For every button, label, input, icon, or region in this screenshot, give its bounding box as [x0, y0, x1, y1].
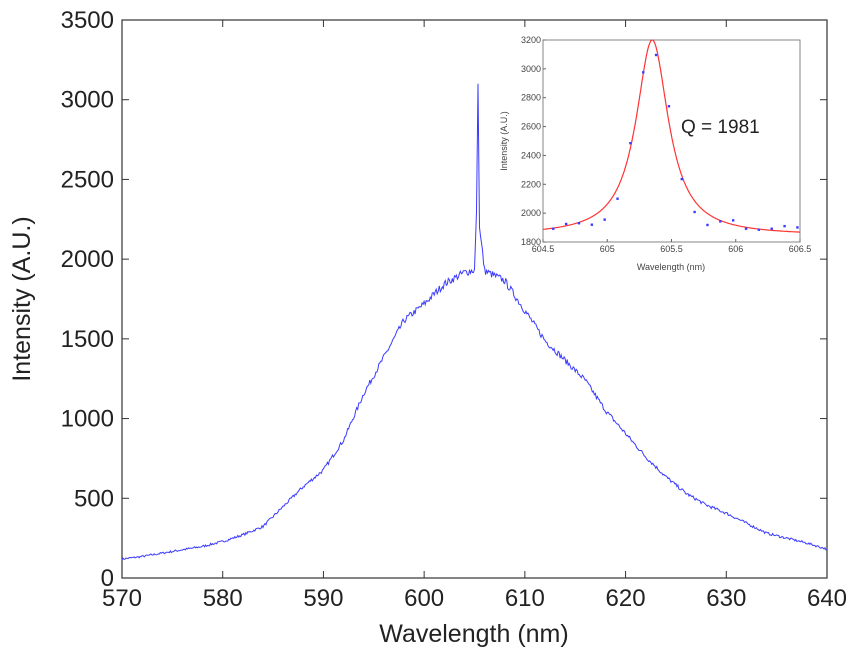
data-point [577, 222, 581, 225]
inset-y-tick-label: 2200 [521, 179, 541, 189]
x-tick-label: 590 [303, 585, 343, 612]
x-axis-label: Wavelength (nm) [379, 620, 568, 648]
data-point [603, 218, 606, 221]
inset-y-tick-label: 3000 [521, 64, 541, 74]
main-plot-area [121, 83, 828, 561]
inset-x-tick-label: 604.5 [532, 244, 555, 254]
x-tick-label: 610 [505, 585, 545, 612]
inset-y-tick-label: 2600 [521, 122, 541, 132]
inset-y-tick-label: 2400 [521, 150, 541, 160]
inset-y-tick-label: 1800 [521, 237, 541, 247]
data-point [744, 227, 748, 230]
data-point [590, 223, 594, 226]
x-tick-label: 630 [706, 585, 746, 612]
inset-chart: 604.5 605 605.5 606 606.5 1800 2000 2200 2400 260… [521, 35, 811, 254]
y-tick-label: 2500 [61, 166, 114, 193]
y-tick-label: 0 [101, 565, 114, 592]
spectrum-line [121, 83, 828, 561]
data-point [667, 105, 671, 108]
data-point [770, 227, 773, 230]
x-tick-label: 580 [203, 585, 243, 612]
x-tick-label: 570 [102, 585, 142, 612]
inset-x-tick-label: 606 [728, 244, 743, 254]
data-point [719, 220, 722, 223]
y-axis-label: Intensity (A.U.) [8, 216, 36, 381]
data-point [731, 219, 735, 222]
y-tick-label: 1000 [61, 406, 114, 433]
inset-x-tick-label: 606.5 [789, 244, 812, 254]
data-point [629, 141, 632, 145]
x-tick-label: 640 [807, 585, 847, 612]
inset-x-tick-label: 605.5 [660, 244, 683, 254]
x-tick-label: 600 [404, 585, 444, 612]
y-tick-label: 1500 [61, 326, 114, 353]
main-axes: 570 580 590 600 610 620 630 640 0 500 1000 1500 2000… [61, 7, 847, 612]
inset-y-tick-label: 2800 [521, 93, 541, 103]
data-point [757, 228, 761, 231]
data-point [706, 223, 709, 227]
data-point [796, 226, 799, 229]
data-point [552, 227, 555, 230]
data-point [654, 53, 658, 57]
y-tick-label: 2000 [61, 246, 114, 273]
data-point [564, 222, 568, 226]
y-tick-label: 3500 [61, 7, 114, 34]
inset-x-tick-label: 605 [600, 244, 615, 254]
data-point [616, 197, 619, 200]
data-point [783, 224, 786, 228]
y-tick-label: 500 [74, 485, 114, 512]
lorentzian-fit-line [542, 39, 800, 233]
y-tick-label: 3000 [61, 87, 114, 114]
x-tick-label: 620 [606, 585, 646, 612]
q-factor-annotation: Q = 1981 [681, 117, 760, 138]
data-point [693, 210, 696, 214]
data-point [680, 177, 683, 181]
inset-y-axis-label: Intensity (A.U.) [499, 111, 509, 171]
main-axes-frame [121, 19, 828, 579]
inset-x-axis-label: Wavelength (nm) [637, 262, 705, 272]
data-point [642, 71, 645, 74]
inset-y-tick-label: 3200 [521, 35, 541, 45]
inset-y-tick-label: 2000 [521, 208, 541, 218]
inset-frame [542, 39, 801, 243]
